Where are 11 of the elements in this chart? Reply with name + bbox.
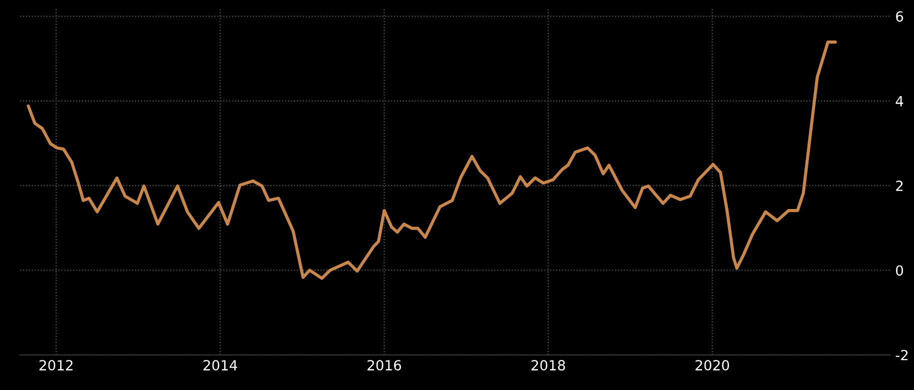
x-tick-label: 2016 bbox=[368, 360, 402, 371]
y-tick-label: 6 bbox=[896, 11, 904, 22]
x-tick-label: 2014 bbox=[204, 360, 238, 371]
x-tick-label: 2012 bbox=[40, 360, 72, 371]
y-tick-label: 4 bbox=[896, 96, 904, 106]
line-series bbox=[26, 40, 837, 280]
y-tick-label: 2 bbox=[896, 180, 903, 191]
y-tick-label: 0 bbox=[896, 265, 904, 276]
y-tick-label: -2 bbox=[896, 350, 908, 360]
x-tick-label: 2020 bbox=[696, 360, 730, 371]
x-tick-label: 2018 bbox=[532, 360, 565, 371]
